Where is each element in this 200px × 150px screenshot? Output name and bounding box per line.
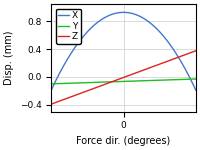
X — [182, 64, 184, 66]
Y-axis label: Disp. (mm): Disp. (mm) — [4, 31, 14, 85]
Y — [172, 79, 174, 81]
Y — [136, 80, 138, 82]
Z — [50, 103, 52, 105]
X-axis label: Force dir. (degrees): Force dir. (degrees) — [76, 136, 171, 146]
Z — [181, 55, 183, 57]
Z — [136, 72, 139, 73]
X — [50, 89, 52, 91]
Z — [172, 58, 174, 60]
X — [139, 16, 141, 17]
Line: Y: Y — [51, 79, 196, 84]
X — [137, 14, 139, 16]
Y — [50, 83, 52, 85]
Line: X: X — [51, 12, 196, 90]
Legend: X, Y, Z: X, Y, Z — [56, 9, 81, 44]
X — [172, 49, 175, 51]
Z — [139, 71, 141, 72]
X — [50, 88, 53, 90]
X — [136, 14, 139, 16]
Line: Z: Z — [51, 51, 196, 104]
Y — [50, 83, 53, 85]
Y — [136, 80, 139, 82]
Y — [181, 79, 183, 80]
Z — [50, 103, 53, 105]
Z — [195, 50, 197, 52]
X — [195, 89, 197, 91]
Z — [136, 72, 138, 74]
Y — [195, 78, 197, 80]
Y — [139, 80, 141, 82]
X — [122, 11, 124, 13]
